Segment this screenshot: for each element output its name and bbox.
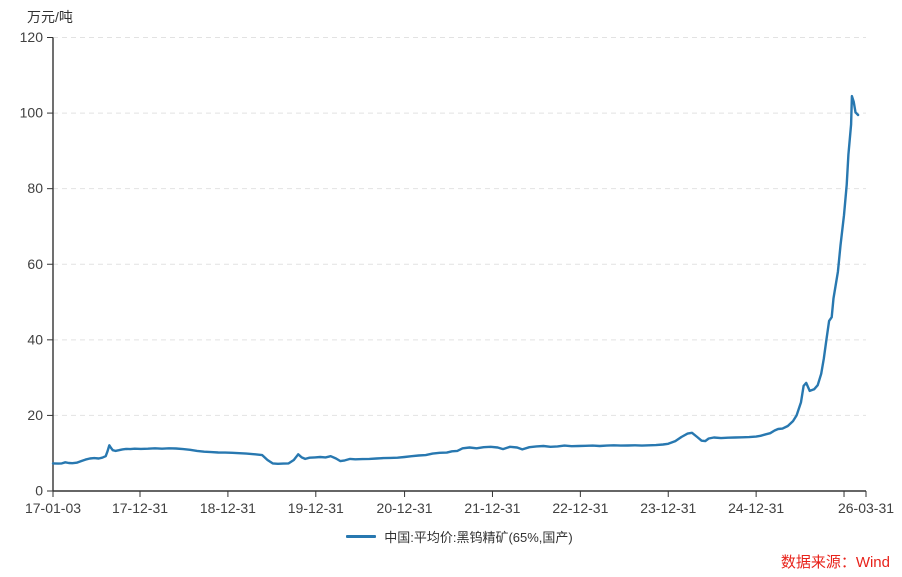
- x-tick-label: 17-12-31: [112, 500, 168, 516]
- y-axis-unit-label: 万元/吨: [27, 9, 73, 25]
- x-tick-label: 21-12-31: [464, 500, 520, 516]
- y-tick-label: 40: [27, 331, 43, 347]
- legend-series-label: 中国:平均价:黑钨精矿(65%,国产): [384, 530, 573, 545]
- x-tick-label: 26-03-31: [838, 500, 894, 516]
- chart-legend: 中国:平均价:黑钨精矿(65%,国产): [53, 527, 866, 546]
- y-tick-label: 120: [20, 29, 44, 45]
- x-tick-label: 19-12-31: [288, 500, 344, 516]
- x-tick-label: 22-12-31: [552, 500, 608, 516]
- data-source-note: 数据来源：Wind: [780, 554, 890, 571]
- legend-line-swatch-icon: [346, 535, 377, 538]
- y-tick-label: 0: [35, 483, 43, 499]
- price-series-line: [51, 94, 860, 465]
- x-tick-label: 17-01-03: [25, 500, 81, 516]
- y-tick-label: 20: [27, 407, 43, 423]
- y-tick-label: 80: [27, 180, 43, 196]
- y-tick-label: 100: [20, 105, 44, 121]
- x-tick-label: 23-12-31: [640, 500, 696, 516]
- x-tick-label: 24-12-31: [728, 500, 784, 516]
- x-tick-label: 20-12-31: [377, 500, 433, 516]
- x-tick-label: 18-12-31: [200, 500, 256, 516]
- y-tick-label: 60: [27, 256, 43, 272]
